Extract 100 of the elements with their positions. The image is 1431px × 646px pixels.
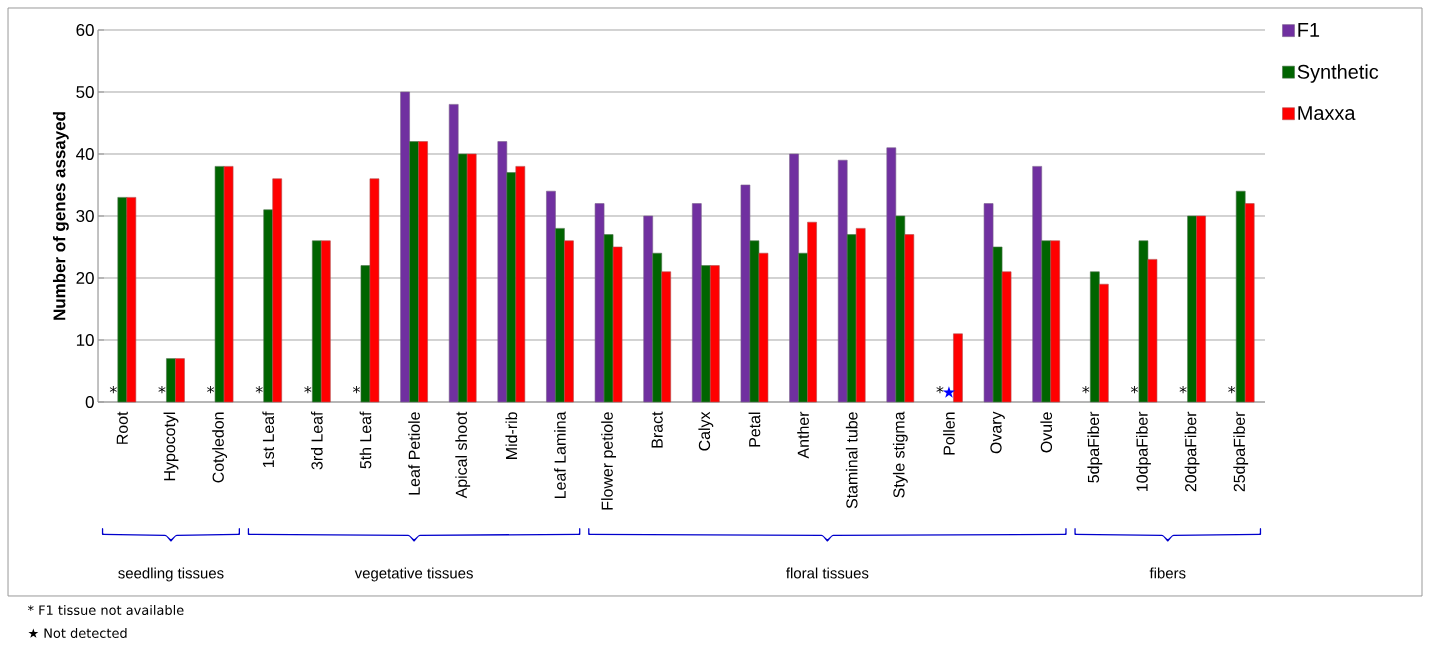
x-tick-label: 5dpaFiber [1087,411,1103,483]
bar [515,166,526,403]
x-tick-label: 1st Leaf [262,411,275,467]
text: seedling tissues [118,567,224,582]
annotation: * [109,385,117,394]
bar [321,240,331,403]
bar [807,221,817,403]
bar [506,172,517,403]
bar [603,234,614,403]
x-tick-label: Calyx [698,411,714,451]
bar [692,203,702,403]
bar [1041,240,1051,403]
legend-label: Synthetic [1297,64,1379,83]
bar [855,228,866,403]
text: fibers [1149,567,1186,579]
text: vegetative tissues [354,567,473,582]
bar [272,178,282,403]
x-tick-label: Petal [748,412,761,447]
text: * F1 tissue not available [27,604,184,615]
bar [953,333,963,403]
y-tick-label: 20 [76,271,94,284]
bar [983,203,994,403]
x-tick-label: Leaf Petiole [408,412,420,495]
text: ★ Not detected [28,627,127,638]
y-tick-label: 50 [76,85,94,98]
bar [1050,240,1060,403]
bar [652,252,662,403]
legend-label: Maxxa [1298,106,1356,121]
x-tick-label: 25dpaFiber [1233,411,1249,492]
x-tick-label: Bract [651,411,663,448]
text: floral tissues [786,567,869,579]
bar [758,252,769,403]
bar [749,240,760,403]
bar [798,252,808,403]
bar [740,184,751,403]
bar [1244,203,1255,403]
bar [400,91,410,403]
bar [1235,190,1246,403]
annotation: * [1130,385,1138,394]
y-tick-label: 0 [85,395,94,408]
bar [710,265,720,403]
annotation: * [158,385,166,394]
annotation: * [352,385,360,394]
y-axis-title: Number of genes assayed [52,112,69,320]
bar [166,358,176,403]
x-tick-label: Pollen [943,412,955,455]
bar [904,234,915,403]
bar [466,153,477,403]
bar [418,141,428,403]
y-tick-label: 60 [76,23,94,36]
annotation: * [304,385,312,394]
x-tick-label: Apical shoot [455,411,471,499]
x-tick-label: Ovary [990,411,1005,454]
bar [409,141,419,403]
bar [457,153,468,403]
annotation: * [1082,385,1090,394]
annotation: * [936,385,944,394]
bar [448,104,459,403]
y-tick-label: 30 [76,209,94,222]
bar [564,240,574,403]
x-tick-label: Staminal tube [845,412,858,509]
bar [1138,240,1149,403]
bar [837,159,848,403]
y-tick-label: 10 [76,333,94,346]
bar [175,358,185,403]
bar [701,265,711,403]
bar [895,215,906,403]
x-tick-label: Style stigma [892,411,908,498]
bar [1099,283,1109,403]
x-tick-label: Flower petiole [601,412,617,510]
x-tick-label: 20dpaFiber [1184,411,1200,492]
bar [117,197,128,403]
annotation: * [1228,385,1236,394]
bar [1001,271,1012,403]
x-tick-label: Hypocotyl [163,412,179,481]
annotation: * [255,385,263,394]
bar [497,141,508,403]
bar [369,178,380,403]
bar [886,147,897,403]
x-tick-label: 3rd Leaf [310,411,323,470]
legend-label: F1 [1298,23,1320,37]
bar [1090,271,1100,403]
x-tick-label: Ovule [1040,412,1053,453]
bar [1196,215,1206,403]
bar [643,215,653,403]
annotation: * [207,385,215,394]
bar [214,166,225,403]
x-tick-label: Cotyledon [212,412,228,483]
bar [263,209,273,403]
bar [594,203,605,403]
x-tick-label: Mid-rib [505,412,518,459]
bar [555,228,565,403]
x-tick-label: Root [116,411,128,444]
bar [612,246,623,403]
bar [126,197,137,403]
bar [312,240,322,403]
bar [1187,215,1197,403]
x-tick-label: Anther [797,411,809,459]
bar [1032,166,1042,403]
y-tick-label: 40 [76,147,94,160]
